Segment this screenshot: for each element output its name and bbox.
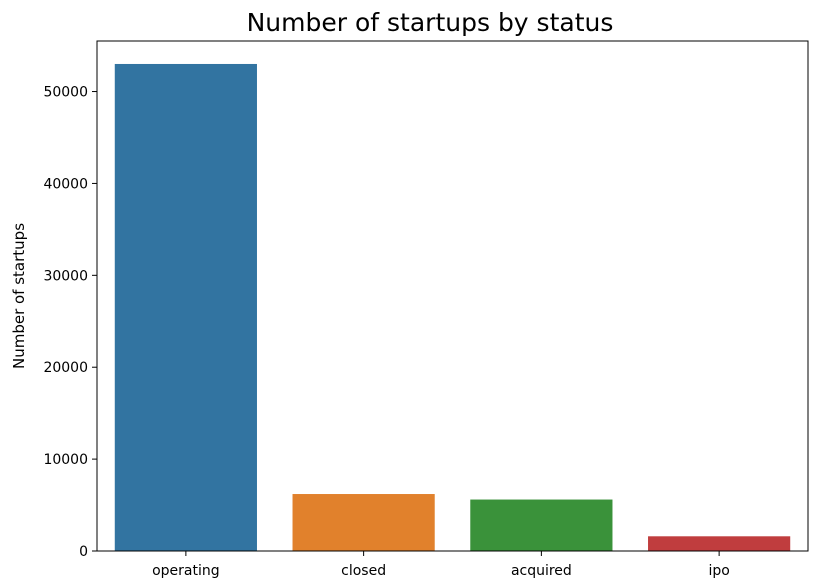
bar-operating (114, 63, 257, 552)
x-tick-label: operating (152, 563, 220, 579)
bar-acquired (470, 499, 613, 551)
x-tick-label: acquired (511, 563, 572, 579)
y-tick-label: 50000 (43, 85, 88, 101)
y-tick-label: 30000 (43, 268, 88, 284)
y-axis-ticks: 0 10000 20000 30000 40000 50000 (43, 85, 97, 560)
x-tick-label: ipo (708, 563, 729, 579)
y-axis-label: Number of startups (10, 223, 28, 369)
bars-group (114, 63, 791, 552)
y-tick-label: 10000 (43, 452, 88, 468)
chart-title: Number of startups by status (247, 8, 614, 37)
y-tick-label: 20000 (43, 360, 88, 376)
y-tick-label: 40000 (43, 176, 88, 192)
bar-ipo (648, 536, 791, 551)
y-tick-label: 0 (79, 544, 88, 560)
bar-closed (292, 494, 435, 551)
x-tick-label: closed (341, 563, 386, 579)
x-axis-ticks: operating closed acquired ipo (152, 551, 730, 579)
plot-area-frame (96, 40, 809, 552)
